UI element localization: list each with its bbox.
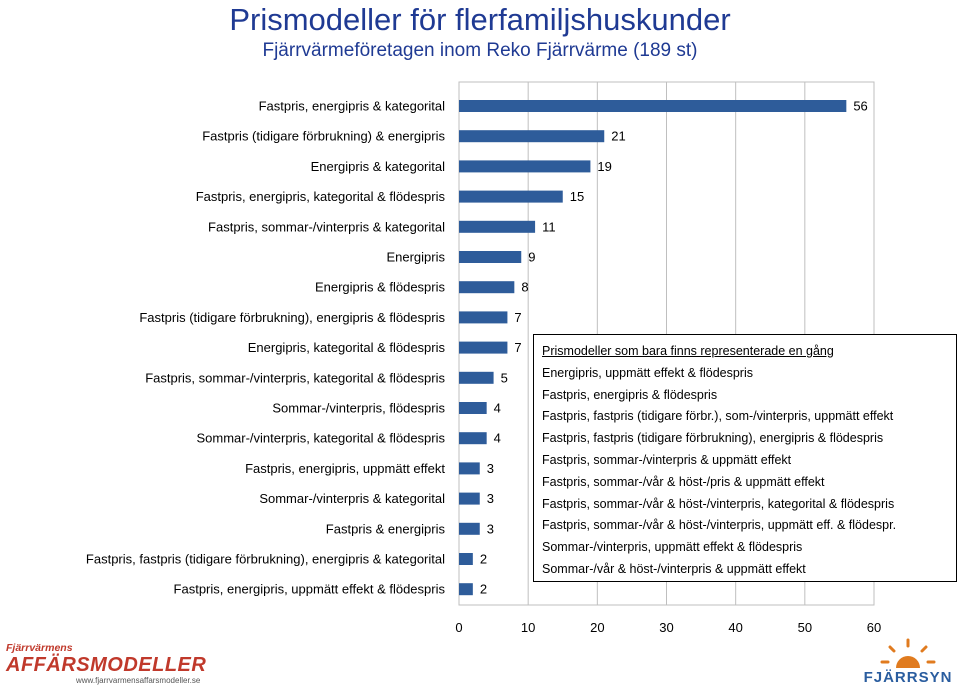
bar	[459, 553, 473, 565]
legend-line: Fastpris, energipris & flödespris	[542, 387, 718, 402]
data-label: 4	[494, 431, 501, 446]
bar	[459, 462, 480, 475]
bar	[459, 583, 473, 596]
bars	[459, 100, 847, 596]
logo-line-2: AFFÄRSMODELLER	[6, 654, 207, 676]
bar	[459, 130, 605, 143]
x-tick-label: 60	[867, 620, 881, 635]
data-label: 2	[480, 582, 487, 597]
bar	[459, 341, 508, 354]
x-tick-label: 20	[590, 620, 604, 635]
data-label: 5	[501, 370, 508, 385]
x-tick-label: 10	[521, 620, 535, 635]
legend-line: Fastpris, sommar-/vår & höst-/pris & upp…	[542, 474, 825, 489]
category-label: Sommar-/vinterpris & kategorital	[259, 491, 445, 506]
data-label: 56	[853, 99, 867, 114]
category-label: Sommar-/vinterpris, kategorital & flödes…	[196, 431, 445, 446]
category-label: Fastpris, energipris, kategorital & flöd…	[196, 189, 446, 204]
x-tick-label: 40	[728, 620, 742, 635]
bar	[459, 402, 487, 414]
bar	[459, 220, 536, 233]
category-label: Sommar-/vinterpris, flödespris	[272, 401, 445, 416]
legend-line: Fastpris, sommar-/vår & höst-/vinterpris…	[542, 496, 895, 511]
legend-box: Prismodeller som bara finns representera…	[533, 334, 957, 582]
x-tick-label: 0	[455, 620, 462, 635]
data-label: 7	[514, 310, 521, 325]
legend-line: Fastpris, fastpris (tidigare förbrukning…	[542, 431, 884, 446]
data-label: 15	[570, 189, 584, 204]
data-label: 3	[487, 491, 494, 506]
legend-line: Sommar-/vinterpris, uppmätt effekt & flö…	[542, 540, 803, 555]
bar	[459, 190, 563, 203]
fjarrsyn-logo: FJÄRRSYN	[860, 636, 956, 688]
bar	[459, 281, 515, 294]
legend-line: Fastpris, fastpris (tidigare förbr.), so…	[542, 409, 894, 424]
bar	[459, 492, 480, 505]
x-tick-label: 50	[798, 620, 812, 635]
category-label: Energipris & kategorital	[311, 159, 446, 174]
sun-icon	[880, 638, 936, 668]
data-label: 11	[542, 219, 556, 234]
category-label: Fastpris & energipris	[326, 521, 446, 536]
bar	[459, 522, 480, 535]
category-label: Fastpris, sommar-/vinterpris & kategorit…	[208, 219, 445, 234]
data-label: 4	[494, 401, 501, 416]
bar	[459, 251, 522, 263]
legend-line: Fastpris, sommar-/vår & höst-/vinterpris…	[542, 518, 897, 533]
data-label: 8	[521, 280, 528, 295]
category-labels: Fastpris, energipris & kategorital Fastpr…	[86, 99, 446, 597]
bar-chart: Fastpris, energipris & kategorital Fastpr…	[86, 81, 881, 635]
legend-title: Prismodeller som bara finns representera…	[542, 344, 834, 358]
page-subtitle: Fjärrvärmeföretagen inom Reko Fjärrvärme…	[262, 40, 698, 61]
data-label: 21	[611, 129, 625, 144]
category-label: Fastpris, fastpris (tidigare förbrukning…	[86, 552, 445, 567]
bar	[459, 432, 487, 445]
category-label: Fastpris (tidigare förbrukning) & energi…	[202, 129, 445, 144]
bar	[459, 160, 591, 173]
category-label: Fastpris, sommar-/vinterpris, kategorita…	[145, 370, 445, 385]
category-label: Fastpris, energipris & kategorital	[259, 99, 446, 114]
data-label: 19	[597, 159, 611, 174]
bar	[459, 100, 847, 112]
x-tick-label: 30	[659, 620, 673, 635]
data-label: 9	[528, 250, 535, 265]
logo-right-text: FJÄRRSYN	[863, 669, 953, 686]
category-label: Fastpris (tidigare förbrukning), energip…	[139, 310, 445, 325]
category-label: Fastpris, energipris, uppmätt effekt & f…	[174, 582, 446, 597]
bar	[459, 311, 508, 324]
logo-url: www.fjarrvarmensaffarsmodeller.se	[76, 676, 201, 685]
legend-line: Fastpris, sommar-/vinterpris & uppmätt e…	[542, 452, 792, 467]
page-title: Prismodeller för flerfamiljshuskunder	[229, 2, 731, 37]
data-label: 2	[480, 552, 487, 567]
data-label: 7	[514, 340, 521, 355]
logo-line-1: Fjärrvärmens	[6, 642, 73, 654]
data-label: 3	[487, 521, 494, 536]
category-label: Fastpris, energipris, uppmätt effekt	[245, 461, 445, 476]
affarsmodeller-logo: Fjärrvärmens AFFÄRSMODELLER www.fjarrvar…	[6, 642, 206, 688]
category-label: Energipris, kategorital & flödespris	[248, 340, 446, 355]
data-label: 3	[487, 461, 494, 476]
legend-line: Sommar-/vår & höst-/vinterpris & uppmätt…	[542, 561, 806, 576]
category-label: Energipris & flödespris	[315, 280, 446, 295]
category-label: Energipris	[386, 250, 445, 265]
bar	[459, 371, 494, 384]
legend-line: Energipris, uppmätt effekt & flödespris	[542, 365, 753, 380]
x-axis-ticks: 0 10 20 30 40 50 60	[455, 620, 881, 635]
